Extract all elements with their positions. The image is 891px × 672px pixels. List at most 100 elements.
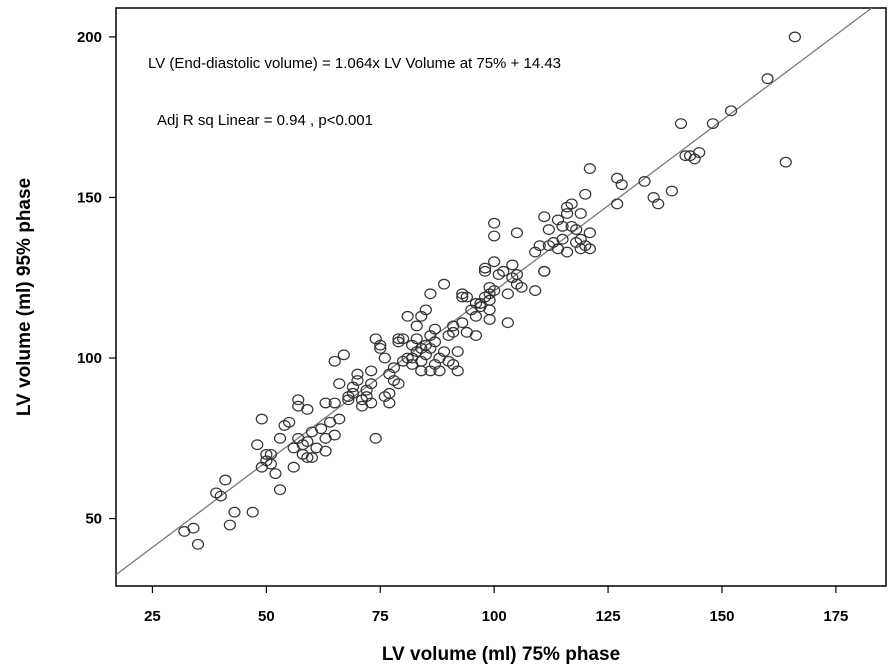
data-point	[314, 423, 328, 435]
data-point	[228, 506, 241, 518]
data-point	[574, 208, 587, 219]
data-point	[529, 285, 542, 296]
data-point	[437, 346, 451, 357]
data-point	[223, 519, 237, 531]
data-point	[301, 452, 314, 463]
data-point	[542, 224, 555, 235]
data-point	[437, 278, 451, 290]
data-point	[533, 240, 546, 252]
data-point	[583, 243, 596, 255]
data-point	[401, 310, 414, 322]
data-point	[510, 269, 524, 280]
y-axis-title: LV volume (ml) 95% phase	[14, 178, 35, 416]
data-point	[447, 326, 460, 338]
data-point	[374, 342, 387, 354]
data-point	[488, 256, 501, 268]
data-point	[451, 346, 464, 357]
data-point	[565, 198, 578, 210]
data-point	[488, 217, 501, 229]
data-point	[451, 365, 464, 377]
data-point	[301, 436, 314, 447]
data-point	[383, 397, 396, 409]
data-point	[301, 403, 314, 415]
data-point	[387, 362, 401, 374]
x-tick-label: 175	[823, 608, 848, 625]
x-tick-label: 100	[482, 608, 507, 625]
data-point	[501, 317, 514, 329]
data-point	[392, 378, 405, 390]
data-point	[560, 246, 574, 258]
data-point	[369, 432, 382, 444]
x-axis-title: LV volume (ml) 75% phase	[382, 644, 620, 665]
data-point	[583, 163, 596, 174]
data-point	[652, 198, 665, 210]
data-point	[260, 448, 273, 460]
data-point	[483, 294, 496, 306]
data-point	[214, 490, 227, 502]
data-point	[483, 314, 496, 325]
r-squared-annotation: Adj R sq Linear = 0.94 , p<0.001	[157, 112, 373, 129]
data-point	[488, 230, 501, 242]
data-point	[428, 336, 442, 348]
data-point	[264, 448, 278, 460]
y-tick-label: 200	[77, 29, 102, 46]
data-point	[638, 175, 651, 187]
data-point	[255, 413, 268, 425]
data-point	[488, 285, 501, 296]
data-point	[251, 439, 264, 451]
data-point	[556, 233, 569, 245]
data-point	[319, 445, 332, 457]
data-point	[337, 349, 350, 361]
data-point	[788, 31, 801, 43]
data-point	[706, 118, 719, 129]
data-point	[273, 432, 287, 444]
data-point	[292, 394, 305, 406]
data-point	[497, 265, 510, 277]
data-point	[469, 330, 483, 341]
data-point	[579, 188, 592, 200]
data-point	[365, 397, 378, 409]
plot-area-border	[115, 7, 887, 587]
data-point	[456, 291, 469, 303]
data-point	[456, 317, 469, 329]
data-point	[392, 333, 405, 345]
data-point	[501, 288, 514, 300]
data-point	[351, 375, 364, 386]
data-point	[433, 365, 446, 377]
data-point	[328, 429, 341, 441]
regression-equation: LV (End-diastolic volume) = 1.064x LV Vo…	[148, 55, 561, 72]
data-point	[374, 339, 387, 351]
data-point	[478, 265, 492, 277]
data-point	[283, 416, 296, 428]
data-point	[724, 105, 738, 117]
data-point	[365, 365, 378, 377]
data-point	[506, 259, 519, 271]
x-tick-label: 75	[372, 608, 389, 625]
data-point	[583, 227, 596, 239]
data-point	[510, 227, 524, 239]
data-point	[410, 320, 423, 332]
x-tick-label: 150	[709, 608, 734, 625]
x-tick-label: 25	[144, 608, 161, 625]
data-point	[538, 265, 551, 277]
data-point	[570, 224, 583, 235]
data-point	[246, 506, 259, 518]
data-point	[779, 156, 792, 168]
data-point	[469, 310, 483, 322]
data-point	[328, 355, 341, 367]
y-tick-label: 100	[77, 350, 102, 367]
y-tick-label: 50	[85, 511, 102, 528]
data-point	[615, 179, 628, 191]
data-point	[378, 352, 391, 364]
data-point	[191, 538, 205, 550]
data-point	[333, 413, 346, 425]
data-point	[665, 185, 678, 197]
data-point	[560, 208, 574, 219]
data-point	[424, 288, 437, 300]
data-point	[287, 461, 300, 473]
data-point	[351, 368, 364, 380]
data-point	[611, 198, 624, 210]
data-point	[693, 147, 706, 158]
